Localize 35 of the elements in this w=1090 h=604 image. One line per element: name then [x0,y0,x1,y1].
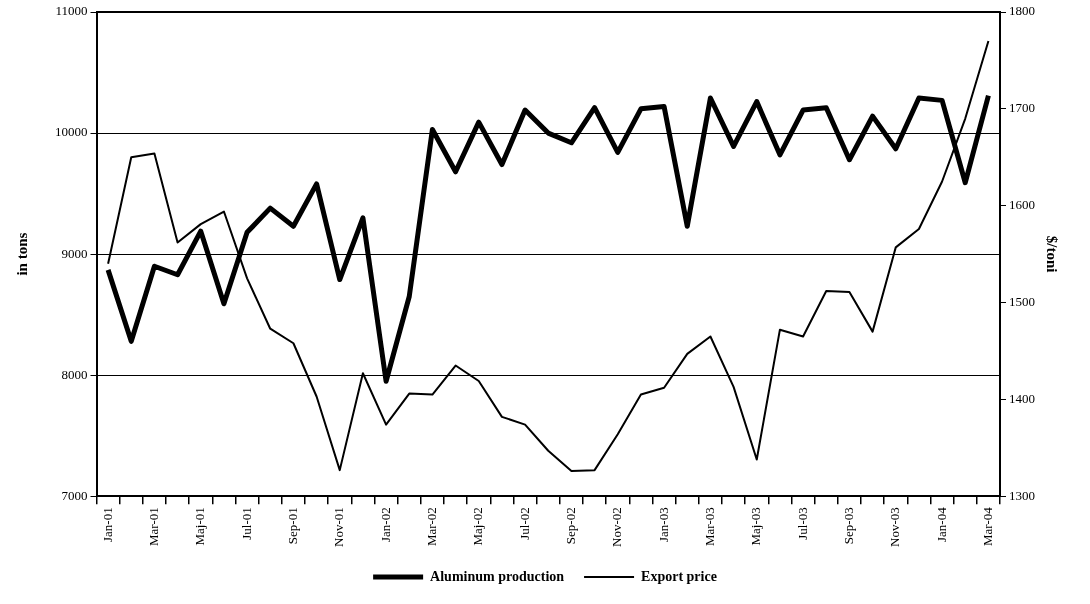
x-tick-label: Jan-03 [655,507,671,542]
y2-tick-label: 1800 [1009,3,1035,19]
x-tick-label: Jul-01 [238,507,254,540]
y-tick-label: 11000 [55,3,88,19]
x-tick-label: Nov-02 [609,507,625,547]
x-tick-label: Sep-03 [840,507,856,545]
y-axis-title: in tons [13,232,30,276]
x-tick-label: Nov-01 [331,507,347,547]
legend-label: Export price [641,568,717,584]
legend-label: Aluminum production [430,568,565,584]
y2-tick-label: 1700 [1009,100,1035,116]
y2-axis-title: $/toni [1044,235,1061,273]
x-tick-label: Maj-01 [192,507,208,546]
x-tick-label: Jan-01 [99,507,115,542]
x-tick-label: Maj-02 [470,507,486,546]
y2-tick-label: 1500 [1009,293,1035,309]
x-tick-label: Nov-03 [887,507,903,547]
x-tick-label: Mar-02 [423,507,439,547]
y-tick-label: 8000 [61,366,88,382]
x-tick-label: Mar-03 [701,507,717,547]
x-tick-label: Mar-04 [979,506,995,547]
x-tick-label: Jul-03 [794,507,810,540]
x-tick-label: Jan-02 [377,507,393,542]
y2-tick-label: 1300 [1009,487,1035,503]
y-tick-label: 7000 [61,487,88,503]
y2-tick-label: 1600 [1009,197,1035,213]
x-tick-label: Sep-02 [562,507,578,545]
y-tick-label: 10000 [55,124,88,140]
x-tick-label: Jul-02 [516,507,532,540]
x-tick-label: Jan-04 [933,506,949,542]
y-tick-label: 9000 [61,245,88,261]
x-tick-label: Mar-01 [145,507,161,547]
y2-tick-label: 1400 [1009,390,1035,406]
x-tick-label: Maj-03 [748,507,764,546]
x-tick-label: Sep-01 [284,507,300,545]
